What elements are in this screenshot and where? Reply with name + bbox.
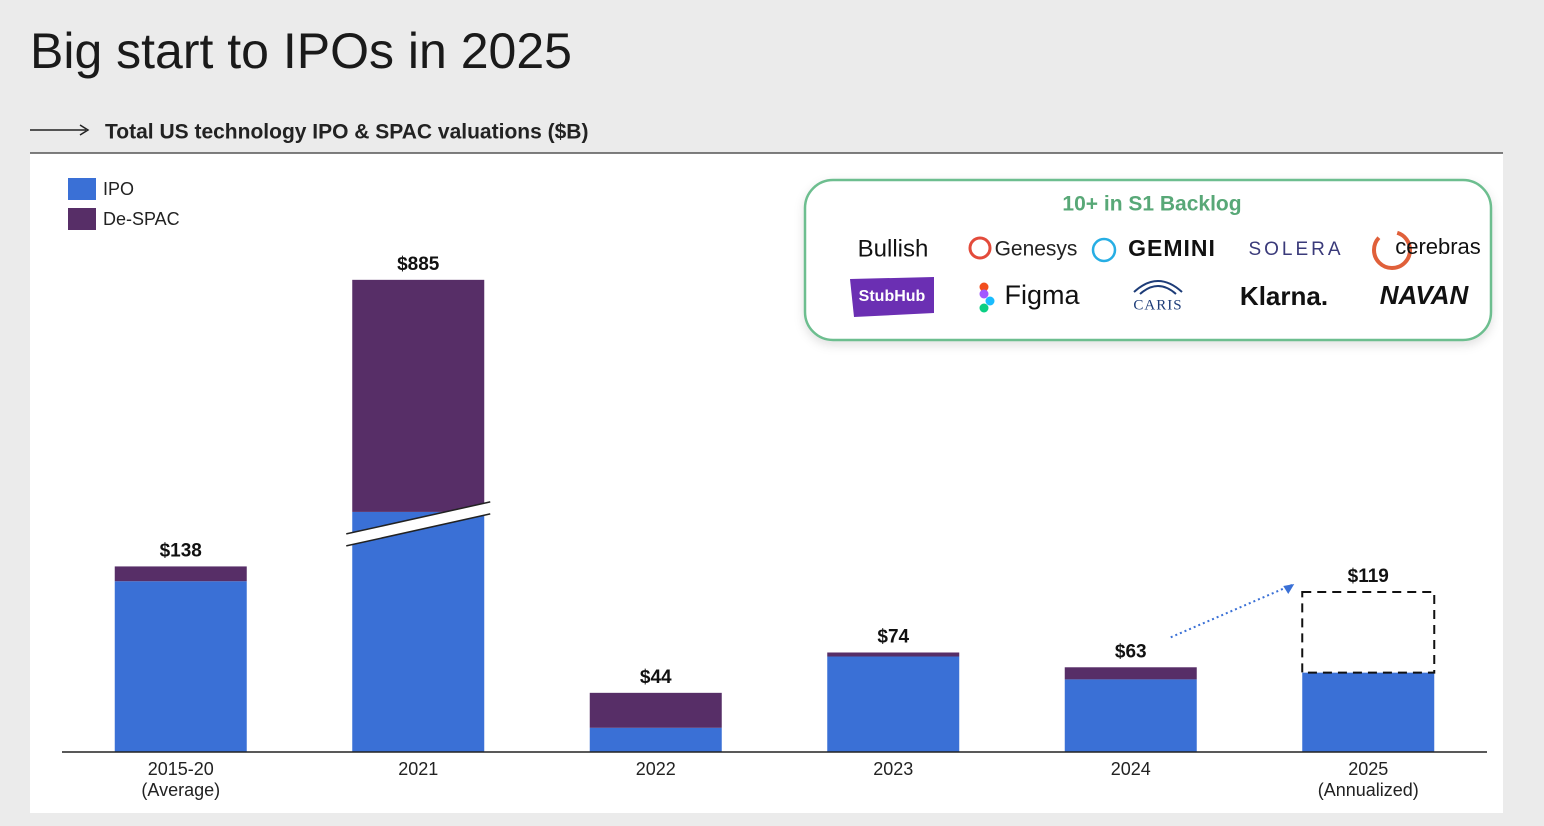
legend-swatch: [68, 208, 96, 230]
bar-segment: [1302, 672, 1435, 752]
company-logo: CARIS: [1133, 297, 1182, 313]
legend-label: De-SPAC: [103, 209, 180, 229]
total-label: $44: [640, 667, 672, 688]
company-logo: cerebras: [1395, 234, 1481, 259]
x-tick-label: 2021: [398, 759, 438, 779]
backlog-title: 10+ in S1 Backlog: [1062, 193, 1241, 216]
legend-label: IPO: [103, 179, 134, 199]
figma-mark: [979, 282, 989, 292]
bar-segment: [114, 581, 247, 752]
axis-break-edge: [346, 501, 491, 535]
projection-arrow-head: [1283, 583, 1295, 594]
bar-segment: [114, 566, 247, 582]
company-logo: Klarna.: [1240, 281, 1328, 311]
bar-segment: [827, 652, 960, 657]
figma-mark: [979, 303, 989, 313]
bar-segment: [1064, 667, 1197, 680]
backlog-box: [803, 178, 1493, 342]
total-label: $138: [160, 540, 202, 561]
figma-mark: [979, 289, 989, 299]
bar-segment: [352, 279, 485, 512]
figma-mark: [985, 296, 995, 306]
x-tick-label: (Average): [141, 780, 220, 800]
bar-segment: [589, 692, 722, 728]
total-label: $119: [1348, 566, 1389, 587]
total-label: $74: [877, 627, 909, 648]
bar-segment: [589, 727, 722, 752]
genesys-mark: [968, 236, 992, 260]
company-logo: StubHub: [859, 288, 926, 305]
bar-segment: [827, 656, 960, 752]
company-logo: SOLERA: [1248, 239, 1343, 260]
bar-segment: [1064, 679, 1197, 752]
x-tick-label: 2015-20: [148, 759, 214, 779]
caris-mark: [1133, 280, 1183, 295]
company-logo: GEMINI: [1128, 235, 1216, 261]
x-tick-label: (Annualized): [1318, 780, 1419, 800]
legend-swatch: [68, 178, 96, 200]
x-tick-label: 2024: [1111, 759, 1151, 779]
axis-break: [346, 501, 491, 546]
total-label: $885: [397, 254, 440, 275]
company-logo: Figma: [1004, 280, 1080, 310]
page-title: Big start to IPOs in 2025: [30, 23, 572, 79]
stubhub-badge: [850, 277, 934, 317]
company-logo: Bullish: [858, 235, 929, 262]
x-tick-label: 2025: [1348, 759, 1388, 779]
x-tick-label: 2022: [636, 759, 676, 779]
total-label: $63: [1115, 641, 1147, 662]
cerebras-mark: [1372, 230, 1412, 270]
gemini-mark: [1091, 237, 1117, 263]
arrow-head: [79, 124, 90, 136]
company-logo: Genesys: [995, 238, 1078, 261]
bar-segment: [352, 511, 485, 752]
axis-break-edge: [346, 513, 491, 547]
projected-segment: [1301, 590, 1436, 674]
company-logo: NAVAN: [1380, 280, 1470, 310]
x-tick-label: 2023: [873, 759, 913, 779]
chart-subtitle: Total US technology IPO & SPAC valuation…: [105, 121, 588, 144]
